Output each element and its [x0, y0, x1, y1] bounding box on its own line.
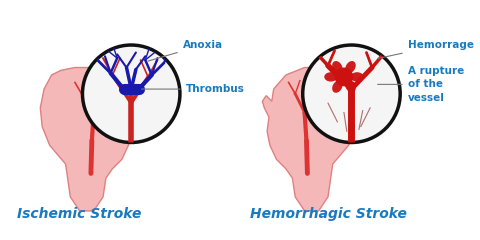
- Ellipse shape: [324, 72, 337, 82]
- Circle shape: [335, 67, 353, 86]
- Circle shape: [303, 45, 400, 143]
- Text: Anoxia: Anoxia: [148, 40, 223, 61]
- Circle shape: [83, 45, 180, 143]
- Ellipse shape: [332, 80, 343, 93]
- Ellipse shape: [345, 61, 356, 73]
- Ellipse shape: [345, 80, 356, 93]
- Text: Ischemic Stroke: Ischemic Stroke: [17, 207, 142, 221]
- Polygon shape: [40, 67, 136, 211]
- Ellipse shape: [350, 72, 364, 82]
- Text: Hemorrhagic Stroke: Hemorrhagic Stroke: [250, 207, 407, 221]
- Text: Hemorrage: Hemorrage: [378, 40, 474, 59]
- Polygon shape: [263, 67, 358, 211]
- Text: Thrombus: Thrombus: [142, 84, 244, 94]
- Ellipse shape: [332, 61, 343, 73]
- Text: A rupture
of the
vessel: A rupture of the vessel: [378, 66, 464, 102]
